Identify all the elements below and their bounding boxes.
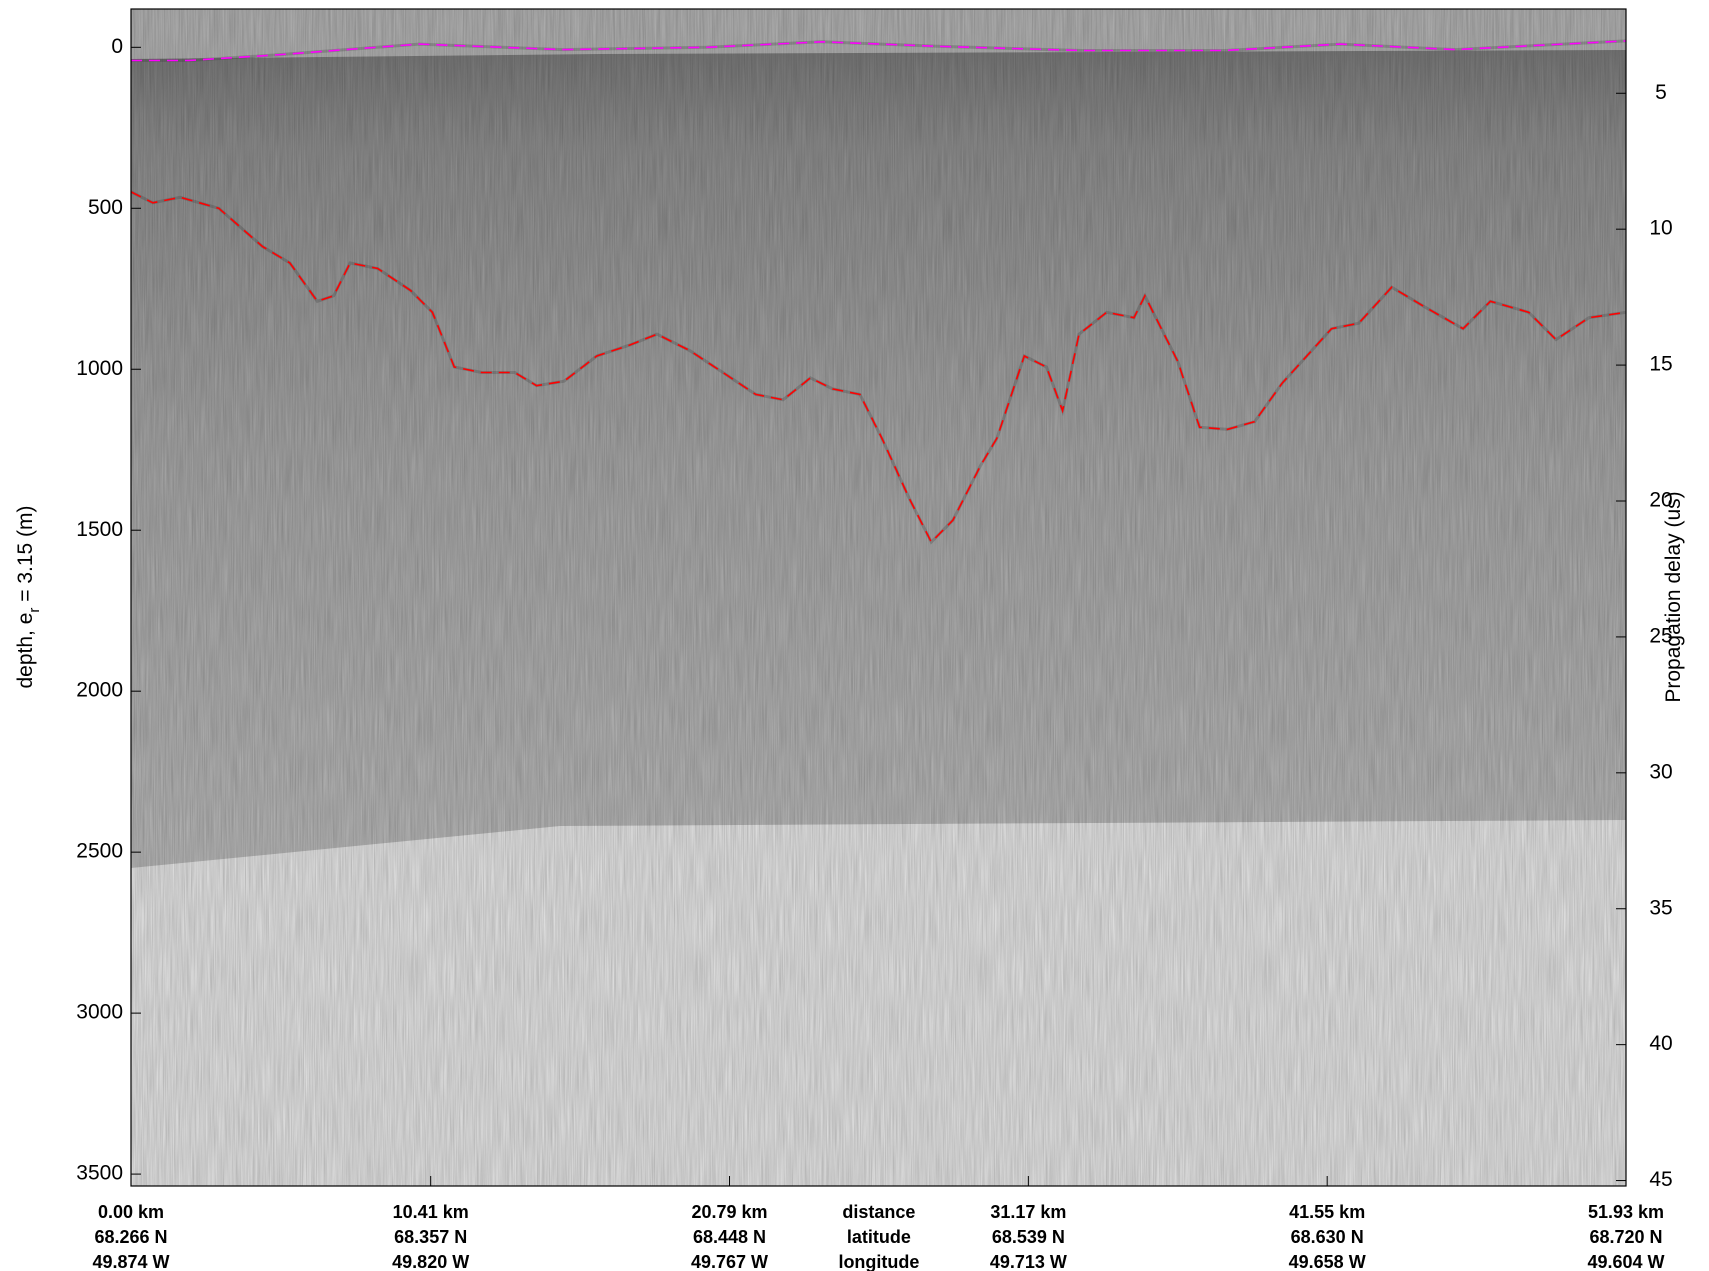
y-tick-label: 500 bbox=[88, 196, 123, 219]
latitude-label: 68.720 N bbox=[1589, 1227, 1662, 1247]
y2-tick-label: 45 bbox=[1649, 1168, 1672, 1191]
longitude-label: 49.820 W bbox=[392, 1252, 469, 1271]
y-label-rest: = 3.15 (m) bbox=[14, 505, 37, 607]
y-tick-label: 1000 bbox=[76, 357, 123, 380]
x-tick-label: 31.17 km bbox=[990, 1202, 1066, 1222]
x-tick-label: 51.93 km bbox=[1588, 1202, 1664, 1222]
y-label-sub: r bbox=[26, 608, 43, 613]
y2-tick-label: 35 bbox=[1649, 896, 1672, 919]
y-tick-label: 2000 bbox=[76, 679, 123, 702]
y-axis-label: depth, er = 3.15 (m) bbox=[14, 505, 43, 688]
plot-frame bbox=[130, 8, 1627, 1187]
pick-line bbox=[130, 191, 1627, 544]
y2-tick-label: 10 bbox=[1649, 217, 1672, 240]
y-tick-label: 3500 bbox=[76, 1162, 123, 1185]
row-label: distance bbox=[842, 1202, 915, 1222]
row-label: latitude bbox=[847, 1227, 911, 1247]
plot-marks bbox=[130, 39, 1627, 545]
echogram-grain bbox=[131, 9, 1626, 1186]
row-label: longitude bbox=[838, 1252, 919, 1271]
longitude-label: 49.658 W bbox=[1289, 1252, 1366, 1271]
y-tick-label: 1500 bbox=[76, 518, 123, 541]
x-tick-label: 41.55 km bbox=[1289, 1202, 1365, 1222]
latitude-label: 68.539 N bbox=[992, 1227, 1065, 1247]
longitude-label: 49.713 W bbox=[990, 1252, 1067, 1271]
latitude-label: 68.630 N bbox=[1291, 1227, 1364, 1247]
y2-tick-label: 15 bbox=[1649, 353, 1672, 376]
longitude-label: 49.767 W bbox=[691, 1252, 768, 1271]
y2-tick-label: 25 bbox=[1649, 624, 1672, 647]
latitude-label: 68.448 N bbox=[693, 1227, 766, 1247]
y-tick-label: 3000 bbox=[76, 1001, 123, 1024]
latitude-label: 68.266 N bbox=[94, 1227, 167, 1247]
echogram bbox=[131, 9, 1626, 1186]
x-tick-label: 0.00 km bbox=[98, 1202, 164, 1222]
y2-tick-label: 40 bbox=[1649, 1032, 1672, 1055]
y-tick-label: 0 bbox=[111, 35, 123, 58]
x-tick-label: 20.79 km bbox=[691, 1202, 767, 1222]
latitude-label: 68.357 N bbox=[394, 1227, 467, 1247]
longitude-label: 49.604 W bbox=[1587, 1252, 1664, 1271]
pick-line bbox=[131, 40, 1627, 62]
y-label-text: depth, e bbox=[14, 613, 37, 689]
x-tick-label: 10.41 km bbox=[393, 1202, 469, 1222]
y-tick-label: 2500 bbox=[76, 840, 123, 863]
y2-tick-label: 20 bbox=[1649, 489, 1672, 512]
longitude-label: 49.874 W bbox=[92, 1252, 169, 1271]
y2-tick-label: 5 bbox=[1655, 81, 1667, 104]
y2-tick-label: 30 bbox=[1649, 760, 1672, 783]
y2-axis-label: Propagation delay (us) bbox=[1662, 491, 1685, 702]
